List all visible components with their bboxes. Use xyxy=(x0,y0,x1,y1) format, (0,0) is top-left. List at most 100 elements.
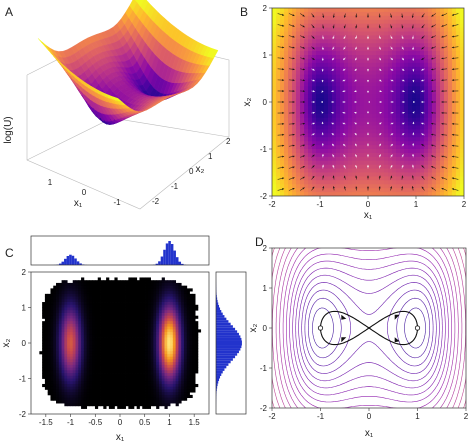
heat-cell xyxy=(296,152,301,158)
heat-cell xyxy=(444,70,449,76)
heat-cell xyxy=(460,55,464,60)
hist-cell xyxy=(111,329,115,333)
hist-cell xyxy=(111,348,115,352)
heat-cell xyxy=(328,86,333,91)
vector-arrowhead xyxy=(390,15,393,18)
heat-cell xyxy=(388,51,393,56)
heat-cell xyxy=(292,86,297,91)
panel-a-ytick: 0 xyxy=(189,167,194,176)
heat-cell xyxy=(348,149,353,154)
hist-cell xyxy=(75,312,79,317)
hist-cell xyxy=(56,343,60,347)
hist-cell xyxy=(44,334,49,338)
heat-cell xyxy=(288,90,293,95)
hist-cell xyxy=(94,280,99,284)
hist-cell xyxy=(81,403,85,407)
hist-cell xyxy=(120,405,124,409)
heat-cell xyxy=(336,15,341,21)
heat-cell xyxy=(336,70,341,76)
heat-cell xyxy=(436,19,441,25)
hist-cell xyxy=(94,397,99,401)
heat-cell xyxy=(292,23,297,29)
heat-cell xyxy=(276,43,281,48)
heat-cell xyxy=(428,192,433,196)
heat-cell xyxy=(372,102,377,107)
hist-cell xyxy=(120,293,124,297)
heat-cell xyxy=(412,74,417,79)
heat-cell xyxy=(408,188,413,193)
hist-cell xyxy=(103,282,107,287)
heat-cell xyxy=(400,129,405,134)
heat-cell xyxy=(348,55,353,60)
hist-cell xyxy=(92,302,96,306)
heat-cell xyxy=(308,66,313,72)
heat-cell xyxy=(412,113,417,119)
panel-a-letter: A xyxy=(5,5,13,19)
heat-cell xyxy=(284,58,289,64)
heat-cell xyxy=(440,15,445,21)
heat-cell xyxy=(332,192,337,196)
vector-arrowhead xyxy=(322,26,325,29)
marginal-y-bar xyxy=(216,358,233,361)
hist-cell xyxy=(50,310,54,314)
hist-cell xyxy=(53,367,57,371)
heat-cell xyxy=(352,121,357,126)
hist-cell xyxy=(67,403,71,407)
heat-cell xyxy=(332,90,337,95)
heat-cell xyxy=(304,82,309,87)
hist-cell xyxy=(103,364,107,368)
hist-cell xyxy=(122,356,126,360)
hist-cell xyxy=(64,326,68,330)
hist-cell xyxy=(103,343,107,347)
hist-cell xyxy=(44,373,49,377)
heat-cell xyxy=(396,27,401,32)
vector-arrowhead xyxy=(355,15,358,18)
heat-cell xyxy=(448,43,453,48)
hist-cell xyxy=(67,362,71,366)
hist-cell xyxy=(97,392,101,396)
heat-cell xyxy=(392,164,397,170)
hist-cell xyxy=(97,288,101,292)
vector-arrowhead xyxy=(451,13,455,16)
hist-cell xyxy=(120,337,124,341)
vector-arrowhead xyxy=(355,26,358,29)
heat-cell xyxy=(392,74,397,79)
hist-cell xyxy=(106,386,110,390)
heat-cell xyxy=(416,141,421,146)
heat-cell xyxy=(348,137,353,142)
heat-cell xyxy=(324,117,329,123)
heat-cell xyxy=(340,78,345,83)
heat-cell xyxy=(336,137,341,142)
heat-cell xyxy=(404,31,409,36)
heat-cell xyxy=(424,94,429,99)
heat-cell xyxy=(460,145,464,150)
hist-cell xyxy=(103,392,107,396)
heat-cell xyxy=(312,66,317,72)
vector-arrowhead xyxy=(282,133,285,136)
heat-cell xyxy=(300,27,305,32)
heat-cell xyxy=(348,90,353,95)
hist-cell xyxy=(125,304,129,308)
vector-arrowhead xyxy=(391,100,394,104)
heat-cell xyxy=(404,62,409,68)
heat-cell xyxy=(316,188,321,193)
heat-cell xyxy=(432,94,437,99)
heat-cell xyxy=(364,39,369,44)
hist-cell xyxy=(97,370,101,374)
hist-cell xyxy=(114,293,118,297)
heat-cell xyxy=(308,141,313,146)
vector-arrowhead xyxy=(441,68,444,71)
heat-cell xyxy=(460,192,464,196)
heat-cell xyxy=(404,47,409,52)
hist-cell xyxy=(117,389,121,393)
heat-cell xyxy=(400,152,405,158)
hist-cell xyxy=(58,332,62,336)
hist-cell xyxy=(86,282,90,287)
heat-cell xyxy=(452,47,457,52)
heat-cell xyxy=(320,105,325,111)
vector-arrowhead xyxy=(302,14,305,17)
hist-cell xyxy=(81,293,85,297)
hist-cell xyxy=(53,337,57,341)
hist-cell xyxy=(111,370,115,374)
hist-cell xyxy=(94,288,99,292)
